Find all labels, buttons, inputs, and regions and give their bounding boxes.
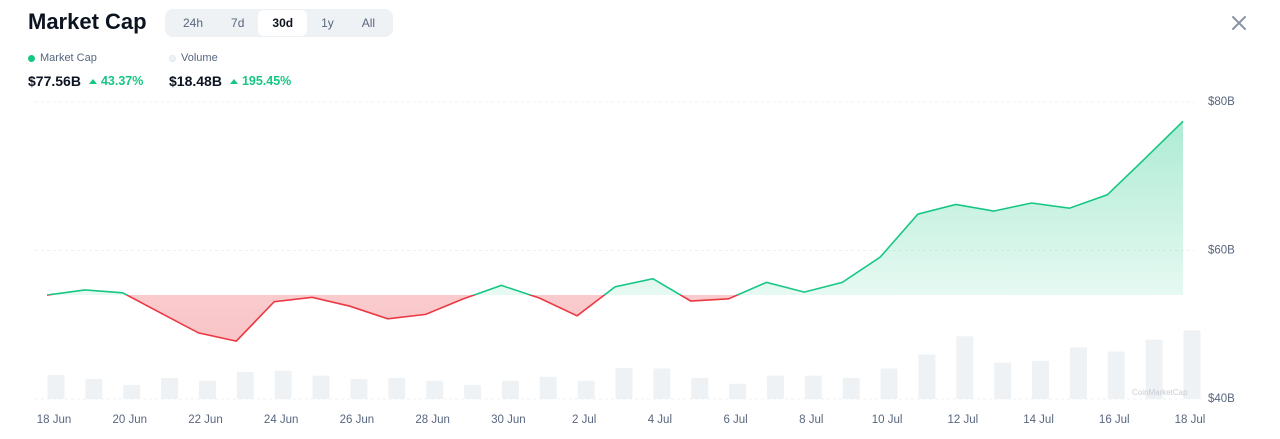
legend-item[interactable]: Volume xyxy=(169,52,218,64)
volume-bar xyxy=(123,384,141,399)
legend-item[interactable]: Market Cap xyxy=(28,52,97,64)
volume-bar xyxy=(464,384,482,399)
volume-bar xyxy=(1069,347,1087,399)
range-tabs: 24h 7d 30d 1y All xyxy=(165,9,394,37)
volume-bar xyxy=(161,377,179,399)
volume-bar xyxy=(1032,360,1050,399)
x-tick-label: 4 Jul xyxy=(648,414,672,426)
stat-value: $77.56B xyxy=(28,73,81,89)
volume-bar xyxy=(501,380,519,399)
line-down xyxy=(46,295,740,342)
volume-bar xyxy=(653,368,671,399)
volume-bar xyxy=(994,362,1012,399)
area-down xyxy=(47,295,1183,342)
volume-bar xyxy=(198,380,216,399)
range-tab[interactable]: 30d xyxy=(258,10,308,36)
title: Market Cap xyxy=(28,9,147,34)
volume-bar xyxy=(539,376,557,399)
volume-bar xyxy=(85,378,103,399)
x-tick-label: 12 Jul xyxy=(947,414,978,426)
x-tick-label: 14 Jul xyxy=(1023,414,1054,426)
x-tick-label: 24 Jun xyxy=(264,414,299,426)
legend-label: Volume xyxy=(181,52,218,64)
y-tick-label: $40B xyxy=(1208,393,1235,405)
x-tick-label: 16 Jul xyxy=(1099,414,1130,426)
legend-dot xyxy=(28,54,35,62)
line-up xyxy=(46,120,1184,296)
watermark: CoinMarketCap xyxy=(1132,388,1188,397)
y-tick-label: $80B xyxy=(1208,96,1235,108)
stat: $77.56B 43.37% xyxy=(28,73,143,89)
x-tick-label: 22 Jun xyxy=(188,414,223,426)
stat-change: 43.37% xyxy=(89,74,143,88)
volume-bar xyxy=(350,378,368,399)
volume-bar xyxy=(236,371,254,399)
volume-bar xyxy=(577,380,595,399)
x-tick-label: 2 Jul xyxy=(572,414,596,426)
y-tick-label: $60B xyxy=(1208,245,1235,257)
range-tab[interactable]: 7d xyxy=(231,16,245,30)
volume-bar xyxy=(1145,339,1163,399)
stat-value: $18.48B xyxy=(169,73,222,89)
volume-bar xyxy=(274,370,292,399)
legend-label: Market Cap xyxy=(40,52,97,64)
x-tick-label: 8 Jul xyxy=(799,414,823,426)
volume-bar xyxy=(880,368,898,399)
volume-bar xyxy=(1107,351,1125,399)
x-tick-label: 30 Jun xyxy=(491,414,526,426)
stat-change: 195.45% xyxy=(230,74,291,88)
volume-bar xyxy=(426,380,444,399)
volume-bar xyxy=(766,375,784,399)
x-tick-label: 18 Jul xyxy=(1175,414,1206,426)
volume-bar xyxy=(615,367,633,399)
volume-bar xyxy=(842,377,860,399)
legend-dot xyxy=(169,54,176,62)
range-tab[interactable]: 24h xyxy=(183,16,204,30)
x-tick-label: 6 Jul xyxy=(723,414,747,426)
volume-bar xyxy=(388,377,406,399)
x-tick-label: 28 Jun xyxy=(415,414,450,426)
volume-bar xyxy=(918,354,936,399)
x-tick-label: 26 Jun xyxy=(340,414,375,426)
volume-bar xyxy=(312,375,330,399)
x-tick-label: 20 Jun xyxy=(112,414,147,426)
range-tab[interactable]: 1y xyxy=(321,16,334,30)
volume-bar xyxy=(47,374,65,399)
volume-bar xyxy=(804,375,822,399)
close-button[interactable] xyxy=(1228,12,1250,34)
volume-bar xyxy=(956,336,974,399)
x-tick-label: 10 Jul xyxy=(872,414,903,426)
range-tab[interactable]: All xyxy=(361,16,376,30)
volume-bar xyxy=(1183,330,1201,399)
volume-bar xyxy=(691,377,709,399)
volume-bar xyxy=(729,383,747,399)
stat: $18.48B 195.45% xyxy=(169,73,291,89)
area-up xyxy=(47,121,1183,296)
x-tick-label: 18 Jun xyxy=(37,414,72,426)
